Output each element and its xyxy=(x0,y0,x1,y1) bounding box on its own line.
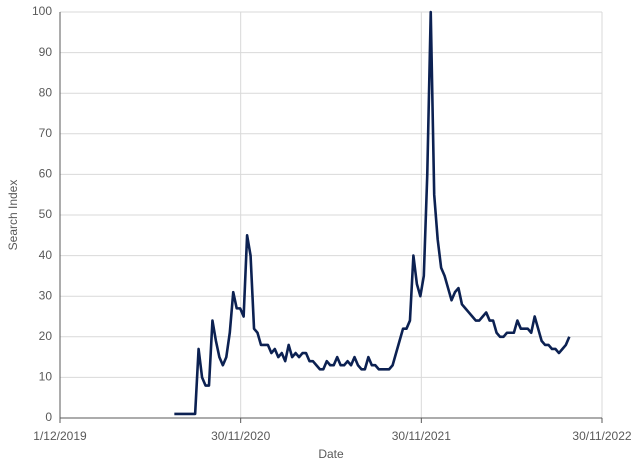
x-tick-label: 30/11/2021 xyxy=(392,429,451,443)
y-tick-label: 0 xyxy=(45,410,52,424)
y-tick-label: 10 xyxy=(39,370,53,384)
x-axis-title: Date xyxy=(318,447,344,461)
y-tick-label: 70 xyxy=(39,126,53,140)
y-tick-label: 20 xyxy=(39,329,53,343)
y-tick-label: 30 xyxy=(39,288,53,302)
y-tick-label: 40 xyxy=(39,248,53,262)
y-tick-label: 80 xyxy=(39,85,53,99)
y-tick-label: 100 xyxy=(32,4,52,18)
y-tick-label: 60 xyxy=(39,167,53,181)
y-tick-label: 90 xyxy=(39,45,53,59)
y-axis-title: Search Index xyxy=(6,180,20,251)
x-tick-label: 1/12/2019 xyxy=(33,429,87,443)
line-series xyxy=(174,10,571,416)
x-tick-label: 30/11/2020 xyxy=(211,429,270,443)
x-tick-label: 30/11/2022 xyxy=(572,429,631,443)
y-tick-label: 50 xyxy=(39,207,53,221)
